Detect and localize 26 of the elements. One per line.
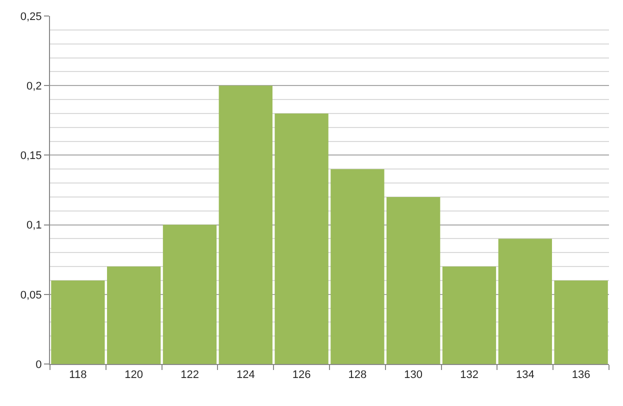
x-tick-label: 134 [516,369,534,382]
y-tick-label: 0,15 [20,150,42,162]
x-tick-label: 132 [460,369,478,382]
bar [330,169,384,364]
bar [442,266,496,364]
bar [218,86,272,364]
y-tick-label: 0 [36,358,42,371]
bar [386,196,440,364]
x-tick-label: 122 [180,369,199,382]
x-tick-label: 136 [572,369,590,382]
y-tick-label: 0,25 [20,10,42,23]
y-tick-label: 0,1 [26,220,42,232]
bar [107,266,161,364]
bar [498,238,552,364]
x-tick-label: 118 [69,369,87,382]
x-tick-label: 120 [124,369,144,382]
bar [274,113,328,364]
bar [51,280,105,364]
x-tick-label: 128 [348,369,367,382]
bar [554,280,608,364]
x-tick-label: 130 [404,369,423,382]
y-tick-label: 0,2 [26,80,42,92]
bar [162,224,217,364]
y-tick-label: 0,05 [20,289,42,302]
x-tick-label: 124 [236,369,255,382]
x-tick-label: 126 [292,369,311,382]
